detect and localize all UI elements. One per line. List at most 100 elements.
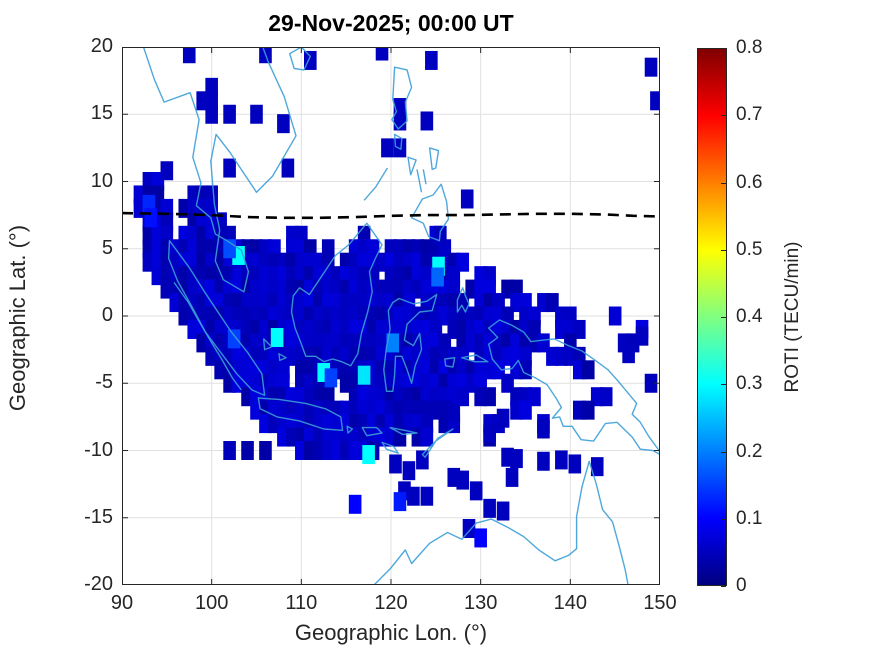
roti-cell xyxy=(281,158,295,178)
x-tick-label: 100 xyxy=(194,592,229,614)
colorbar-tick-label: 0.6 xyxy=(736,171,763,193)
coastline-bali xyxy=(346,425,354,434)
roti-cell xyxy=(407,486,420,506)
x-tick-label: 90 xyxy=(110,592,134,614)
colorbar-tick-label: 0.5 xyxy=(736,238,763,260)
colorbar-tick xyxy=(721,115,726,117)
coastline-sumbawa xyxy=(361,426,383,437)
y-tick-label: -15 xyxy=(84,505,113,528)
coastline-belitung xyxy=(278,353,287,362)
colorbar-tick xyxy=(721,451,726,453)
coastline-seram xyxy=(461,354,489,363)
coastline-indochina xyxy=(142,47,297,293)
coastline-panay xyxy=(407,156,417,176)
colorbar-tick xyxy=(721,317,726,318)
colorbar-tick xyxy=(721,518,726,520)
roti-cell xyxy=(505,467,519,487)
coastline-sumatra xyxy=(167,240,266,397)
y-tick-label: -10 xyxy=(84,438,113,461)
x-tick-label: 120 xyxy=(374,592,408,614)
y-tick-label: 5 xyxy=(101,236,113,259)
coastline-buru xyxy=(444,357,456,368)
roti-cell xyxy=(456,387,470,407)
x-tick-label: 140 xyxy=(553,592,588,614)
roti-cell xyxy=(622,344,635,364)
roti-cell xyxy=(324,368,338,388)
roti-cell xyxy=(431,267,444,287)
roti-cell xyxy=(510,449,523,469)
coastline-bangka xyxy=(263,338,273,351)
y-axis-label: Geographic Lat. (°) xyxy=(5,224,30,412)
y-tick-label: 0 xyxy=(101,304,113,326)
roti-cell xyxy=(469,481,483,501)
coastline-sumba xyxy=(381,441,399,454)
roti-cell xyxy=(348,494,362,514)
roti-cell xyxy=(381,138,394,158)
roti-cell xyxy=(644,57,658,77)
coastline-cebu xyxy=(422,169,427,185)
coastline-mindanao xyxy=(410,183,450,242)
roti-cell xyxy=(277,114,290,134)
roti-cell xyxy=(250,104,263,124)
roti-cell xyxy=(474,528,487,548)
x-axis-label: Geographic Lon. (°) xyxy=(294,620,488,645)
coastline-flores xyxy=(389,426,418,436)
roti-cell xyxy=(581,360,595,380)
roti-cell xyxy=(496,408,510,428)
roti-cell xyxy=(608,306,622,326)
roti-cell xyxy=(241,441,254,460)
roti-cell xyxy=(182,47,196,64)
y-tick-label: -5 xyxy=(95,371,113,394)
roti-cell xyxy=(160,161,174,181)
roti-cell xyxy=(205,104,218,124)
coastline-sulawesi xyxy=(383,293,438,392)
roti-cell xyxy=(375,47,389,61)
coastline-luzon xyxy=(391,66,413,130)
roti-cell xyxy=(402,461,416,481)
coastline-halmahera xyxy=(456,287,470,313)
coastline-borneo xyxy=(290,222,383,367)
roti-cell xyxy=(227,329,241,349)
roti-cell xyxy=(519,400,532,420)
colorbar-tick xyxy=(721,586,726,587)
roti-cell xyxy=(568,454,582,474)
roti-cell xyxy=(304,50,317,70)
colorbar-tick-label: 0.1 xyxy=(736,507,763,529)
roti-cell xyxy=(650,91,660,111)
coastline-samar-leyte xyxy=(428,147,440,171)
roti-cell xyxy=(644,373,658,393)
colorbar-tick-label: 0.7 xyxy=(736,104,763,126)
map-plot-area xyxy=(122,47,660,585)
colorbar-tick-label: 0.3 xyxy=(736,373,763,395)
roti-cell xyxy=(599,387,613,407)
roti-cell xyxy=(519,360,532,380)
colorbar-tick xyxy=(721,182,726,184)
roti-cell xyxy=(420,427,434,447)
roti-cell xyxy=(420,111,434,131)
roti-cell xyxy=(420,486,434,506)
colorbar-tick-label: 0 xyxy=(736,575,747,596)
colorbar-tick xyxy=(721,249,726,251)
roti-cell xyxy=(537,419,550,439)
coastline-australia xyxy=(373,460,629,585)
roti-cell xyxy=(393,427,407,447)
roti-cell xyxy=(447,403,461,423)
roti-cell xyxy=(483,423,496,443)
roti-cell xyxy=(496,501,510,521)
roti-cell xyxy=(462,519,476,539)
roti-cell xyxy=(223,104,236,124)
roti-cell xyxy=(555,450,568,470)
plot-title: 29-Nov-2025; 00:00 UT xyxy=(268,10,514,36)
roti-cell xyxy=(393,138,407,158)
roti-cell xyxy=(259,441,272,460)
colorbar-tick-label: 0.4 xyxy=(736,306,763,327)
coastline-timor xyxy=(421,428,454,458)
roti-cell xyxy=(393,492,407,512)
roti-cell xyxy=(425,50,438,70)
y-tick-label: -20 xyxy=(84,573,113,595)
x-tick-label: 150 xyxy=(643,592,677,614)
roti-cell xyxy=(389,454,402,474)
roti-cell xyxy=(635,326,649,346)
roti-cell xyxy=(144,208,157,228)
